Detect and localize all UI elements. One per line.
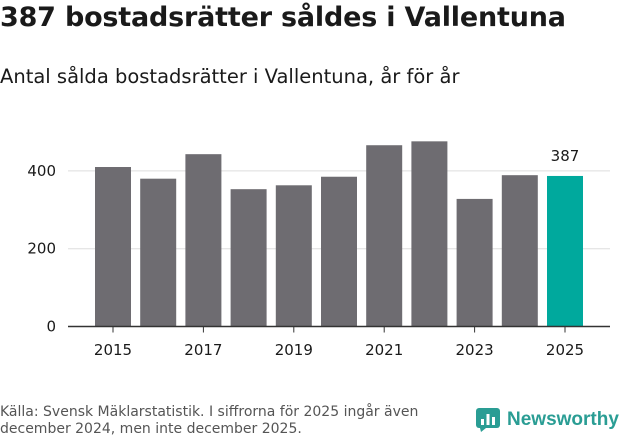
bar — [230, 189, 267, 327]
y-tick-label: 400 — [27, 162, 56, 180]
bar — [140, 178, 177, 327]
x-tick-label: 2025 — [546, 341, 584, 359]
x-tick-label: 2015 — [94, 341, 132, 359]
bar — [321, 176, 357, 327]
x-tick-label: 2021 — [365, 341, 403, 359]
newsworthy-logo[interactable]: Newsworthy — [476, 408, 619, 432]
x-tick-label: 2019 — [275, 341, 313, 359]
y-tick-label: 200 — [27, 240, 56, 258]
bar — [456, 198, 493, 327]
x-tick-label: 2017 — [184, 341, 222, 359]
bar — [547, 175, 583, 327]
bar — [185, 154, 222, 327]
bar-value-label: 387 — [551, 147, 580, 165]
bar — [501, 175, 538, 327]
bar — [411, 141, 448, 327]
source-note: Källa: Svensk Mäklarstatistik. I siffror… — [0, 404, 419, 437]
y-tick-label: 0 — [46, 318, 56, 336]
chart-title: 387 bostadsrätter såldes i Vallentuna — [0, 2, 566, 33]
bar-chart-icon — [476, 408, 500, 432]
bar — [366, 145, 403, 327]
bar — [95, 167, 131, 327]
x-tick-label: 2023 — [456, 341, 494, 359]
chart-subtitle: Antal sålda bostadsrätter i Vallentuna, … — [0, 65, 460, 88]
bar — [275, 185, 312, 327]
brand-name: Newsworthy — [507, 409, 619, 430]
